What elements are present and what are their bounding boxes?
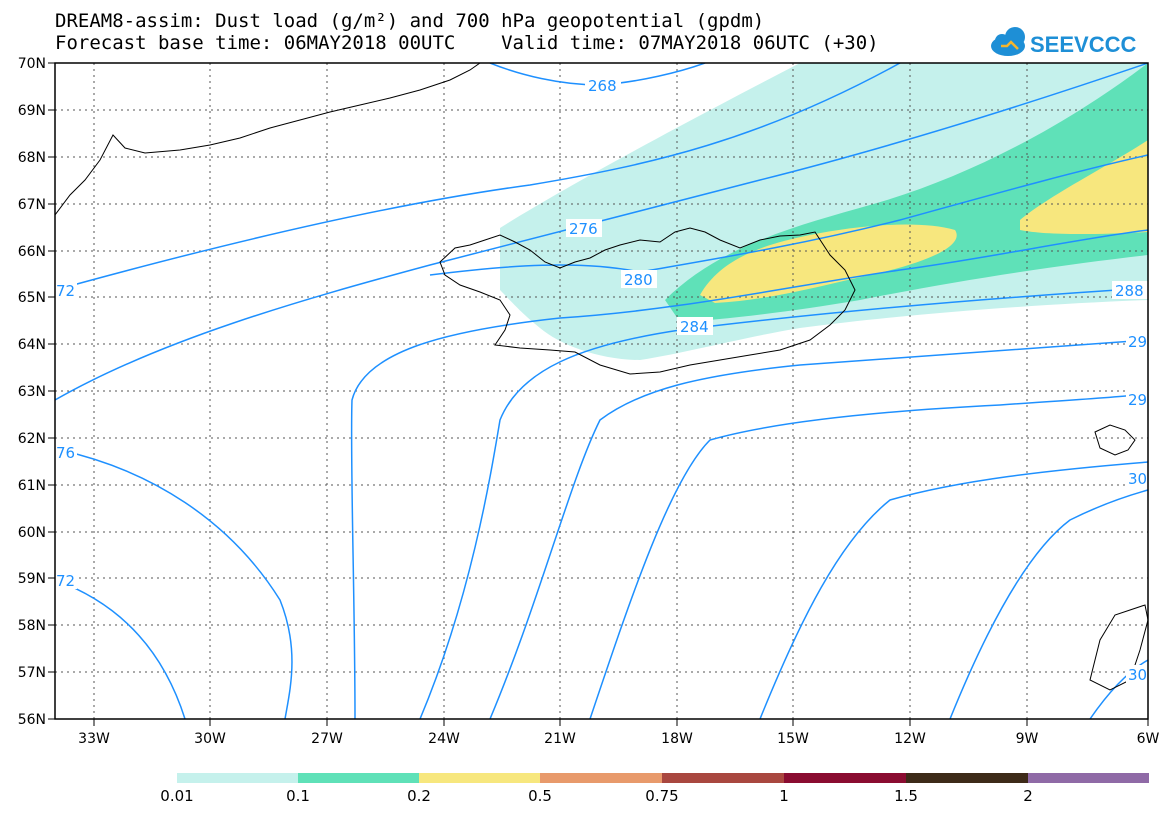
contour-284-b (350, 229, 1148, 719)
dust-band-02-iceland (700, 224, 957, 303)
contour-304 (949, 489, 1148, 719)
greenland-coast (55, 63, 481, 216)
colorbar-swatch-2 (298, 773, 419, 783)
contour-296 (589, 393, 1148, 719)
lat-label-60n: 60N (18, 525, 46, 541)
forecast-time-line: Forecast base time: 06MAY2018 00UTC Vali… (55, 32, 879, 54)
contour-label-300: 30 (1128, 470, 1147, 488)
contour-label-288: 288 (1115, 282, 1144, 300)
lat-label-58n: 58N (18, 618, 46, 634)
lat-label-68n: 68N (18, 150, 46, 166)
iceland-coast (439, 227, 856, 375)
contour-label-76-left: 76 (56, 444, 75, 462)
contour-label-296: 29 (1128, 391, 1147, 409)
lat-label-61n: 61N (18, 478, 46, 494)
contour-label-284: 284 (680, 318, 709, 336)
lat-label-69n: 69N (18, 103, 46, 119)
lat-label-70n: 70N (18, 56, 46, 72)
lon-label-21w: 21W (544, 731, 576, 747)
lon-label-12w: 12W (894, 731, 926, 747)
colorbar-swatch-7 (906, 773, 1028, 783)
lat-label-59n: 59N (18, 571, 46, 587)
colorbar-label-1: 1 (779, 787, 789, 805)
lon-label-27w: 27W (311, 731, 343, 747)
lat-label-64n: 64N (18, 337, 46, 353)
contour-308 (1089, 659, 1148, 719)
lat-label-66n: 66N (18, 244, 46, 260)
contour-label-72-left-bottom: 72 (56, 572, 75, 590)
dust-band-001 (500, 63, 1148, 360)
contour-284 (59, 449, 293, 719)
contour-300 (759, 461, 1148, 719)
contour-label-304: 30 (1128, 666, 1147, 684)
lon-label-18w: 18W (661, 731, 693, 747)
colorbar-label-0.75: 0.75 (645, 787, 678, 805)
logo-text: SEEVCCC (1030, 32, 1136, 57)
longitude-labels: 33W 30W 27W 24W 21W 18W 15W 12W 9W 6W (78, 731, 1159, 747)
dust-load-shading (500, 63, 1148, 360)
contour-label-280: 280 (624, 271, 653, 289)
colorbar-swatch-1 (177, 773, 298, 783)
contour-288-b (419, 287, 1148, 719)
lat-label-56n: 56N (18, 712, 46, 728)
contour-label-268: 268 (588, 77, 617, 95)
contour-label-292: 29 (1128, 333, 1147, 351)
coastlines (55, 63, 1148, 691)
contour-292 (489, 339, 1148, 719)
colorbar-swatch-6 (784, 773, 906, 783)
colorbar-swatch-4 (540, 773, 662, 783)
lat-label-62n: 62N (18, 431, 46, 447)
map-title: DREAM8-assim: Dust load (g/m²) and 700 h… (55, 10, 765, 32)
colorbar-swatch-8 (1028, 773, 1149, 783)
lat-label-57n: 57N (18, 665, 46, 681)
colorbar-label-0.2: 0.2 (407, 787, 431, 805)
colorbar-label-0.01: 0.01 (160, 787, 193, 805)
colorbar-label-2: 2 (1023, 787, 1033, 805)
lat-label-63n: 63N (18, 384, 46, 400)
lon-label-9w: 9W (1016, 731, 1039, 747)
contour-labels: 268 276 280 284 288 72 76 72 29 29 30 30 (55, 76, 1148, 684)
scotland-coast (1089, 604, 1148, 691)
colorbar: 0.01 0.1 0.2 0.5 0.75 1 1.5 2 (160, 773, 1149, 805)
latitude-labels: 70N 69N 68N 67N 66N 65N 64N 63N 62N 61N … (18, 56, 46, 728)
lon-label-30w: 30W (194, 731, 226, 747)
colorbar-label-0.5: 0.5 (528, 787, 552, 805)
colorbar-swatch-3 (419, 773, 540, 783)
lon-label-33w: 33W (78, 731, 110, 747)
lat-label-65n: 65N (18, 290, 46, 306)
lon-label-24w: 24W (428, 731, 460, 747)
lat-label-67n: 67N (18, 197, 46, 213)
contour-label-72-left-top: 72 (56, 282, 75, 300)
dust-band-02-east (1020, 140, 1148, 235)
cloud-icon (991, 27, 1025, 56)
lon-label-6w: 6W (1137, 731, 1160, 747)
seevccc-logo: SEEVCCC (991, 27, 1136, 57)
faroe-coast (1094, 424, 1136, 456)
contour-288 (55, 579, 186, 719)
colorbar-label-1.5: 1.5 (894, 787, 918, 805)
contour-label-276: 276 (569, 220, 598, 238)
lon-label-15w: 15W (777, 731, 809, 747)
axis-ticks (48, 62, 1149, 726)
colorbar-label-0.1: 0.1 (286, 787, 310, 805)
colorbar-swatch-5 (662, 773, 784, 783)
contour-272 (55, 63, 901, 291)
